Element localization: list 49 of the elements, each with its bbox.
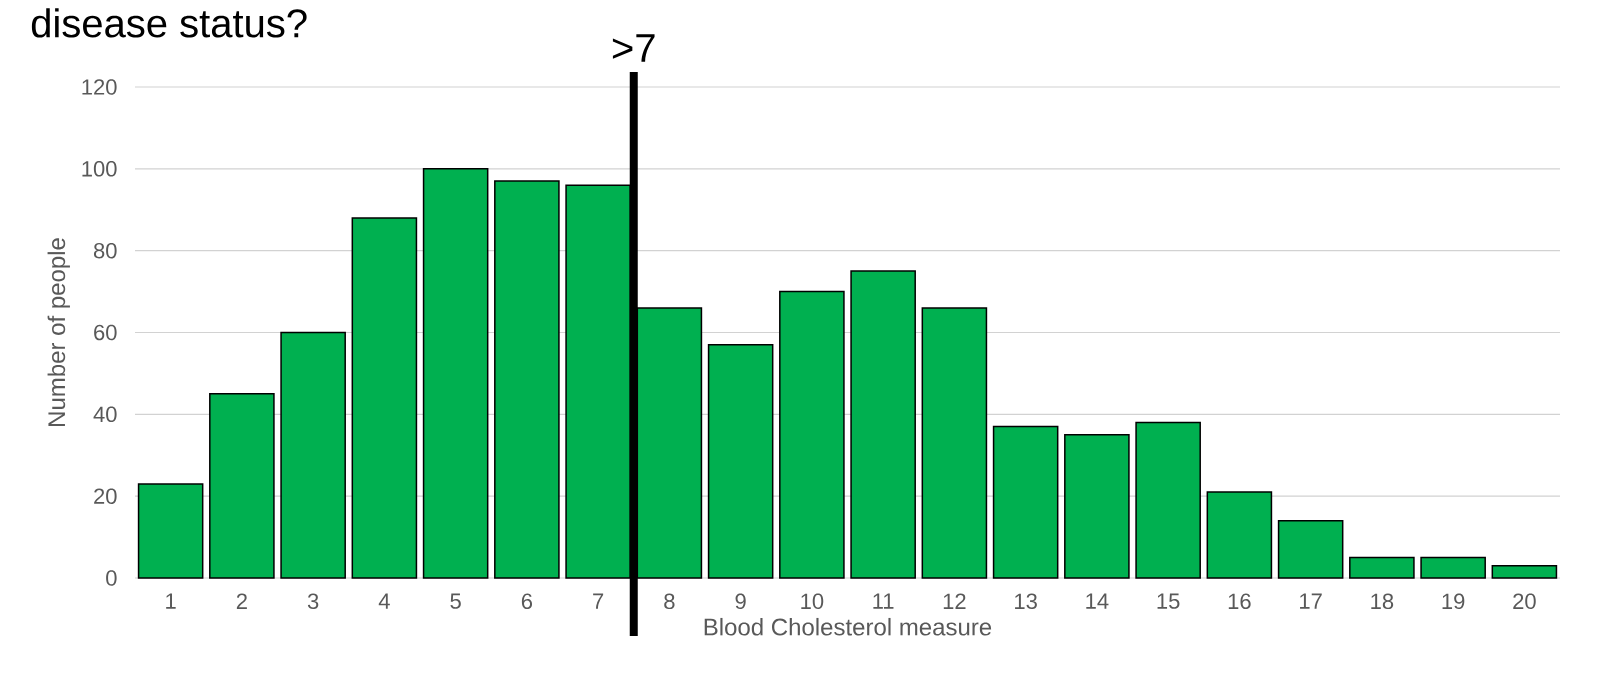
bar [1206,491,1273,579]
bar [351,217,418,579]
x-tick-label: 9 [735,593,746,610]
bar [779,290,845,579]
bar [707,344,774,579]
bar [280,331,346,579]
bar [209,393,275,579]
x-tick-label: 10 [801,593,824,610]
x-tick-label: 7 [593,593,604,609]
bar [1420,556,1486,579]
chart-title: disease status? [31,8,307,38]
x-axis-title: Blood Cholesterol measure [704,617,992,636]
y-tick-label: 120 [82,79,117,95]
y-axis-title: Number of people [47,238,70,426]
bar [1349,556,1415,579]
x-tick-label: 1 [166,593,176,609]
bar [137,483,204,579]
y-tick-label: 100 [82,161,117,177]
x-tick-label: 17 [1300,593,1322,609]
x-tick-label: 8 [664,593,675,610]
ref-line-label: >7 [612,34,655,62]
y-tick-label: 0 [106,570,117,586]
x-tick-label: 3 [307,593,319,610]
y-tick-label: 40 [93,406,117,423]
bar [1064,434,1130,579]
bar [1135,421,1201,579]
bar [921,307,988,579]
bar [992,425,1059,579]
x-tick-label: 15 [1157,593,1180,609]
x-tick-label: 20 [1513,593,1536,610]
x-tick-label: 13 [1015,593,1037,610]
y-tick-label: 20 [94,488,117,504]
y-tick-label: 80 [93,242,117,259]
x-tick-label: 18 [1371,593,1394,610]
bar [494,180,560,579]
x-tick-label: 16 [1228,593,1251,610]
bar [1491,564,1558,579]
x-tick-label: 12 [943,593,966,609]
x-tick-label: 6 [521,593,533,610]
x-tick-label: 19 [1442,593,1465,610]
x-tick-label: 5 [450,593,461,609]
x-tick-label: 2 [236,593,247,609]
bar [422,168,489,579]
x-tick-label: 14 [1086,593,1109,609]
y-tick-label: 60 [94,324,117,341]
x-tick-label: 11 [873,593,894,609]
bar [850,270,916,579]
bar [1277,519,1344,579]
x-tick-label: 4 [378,593,390,609]
